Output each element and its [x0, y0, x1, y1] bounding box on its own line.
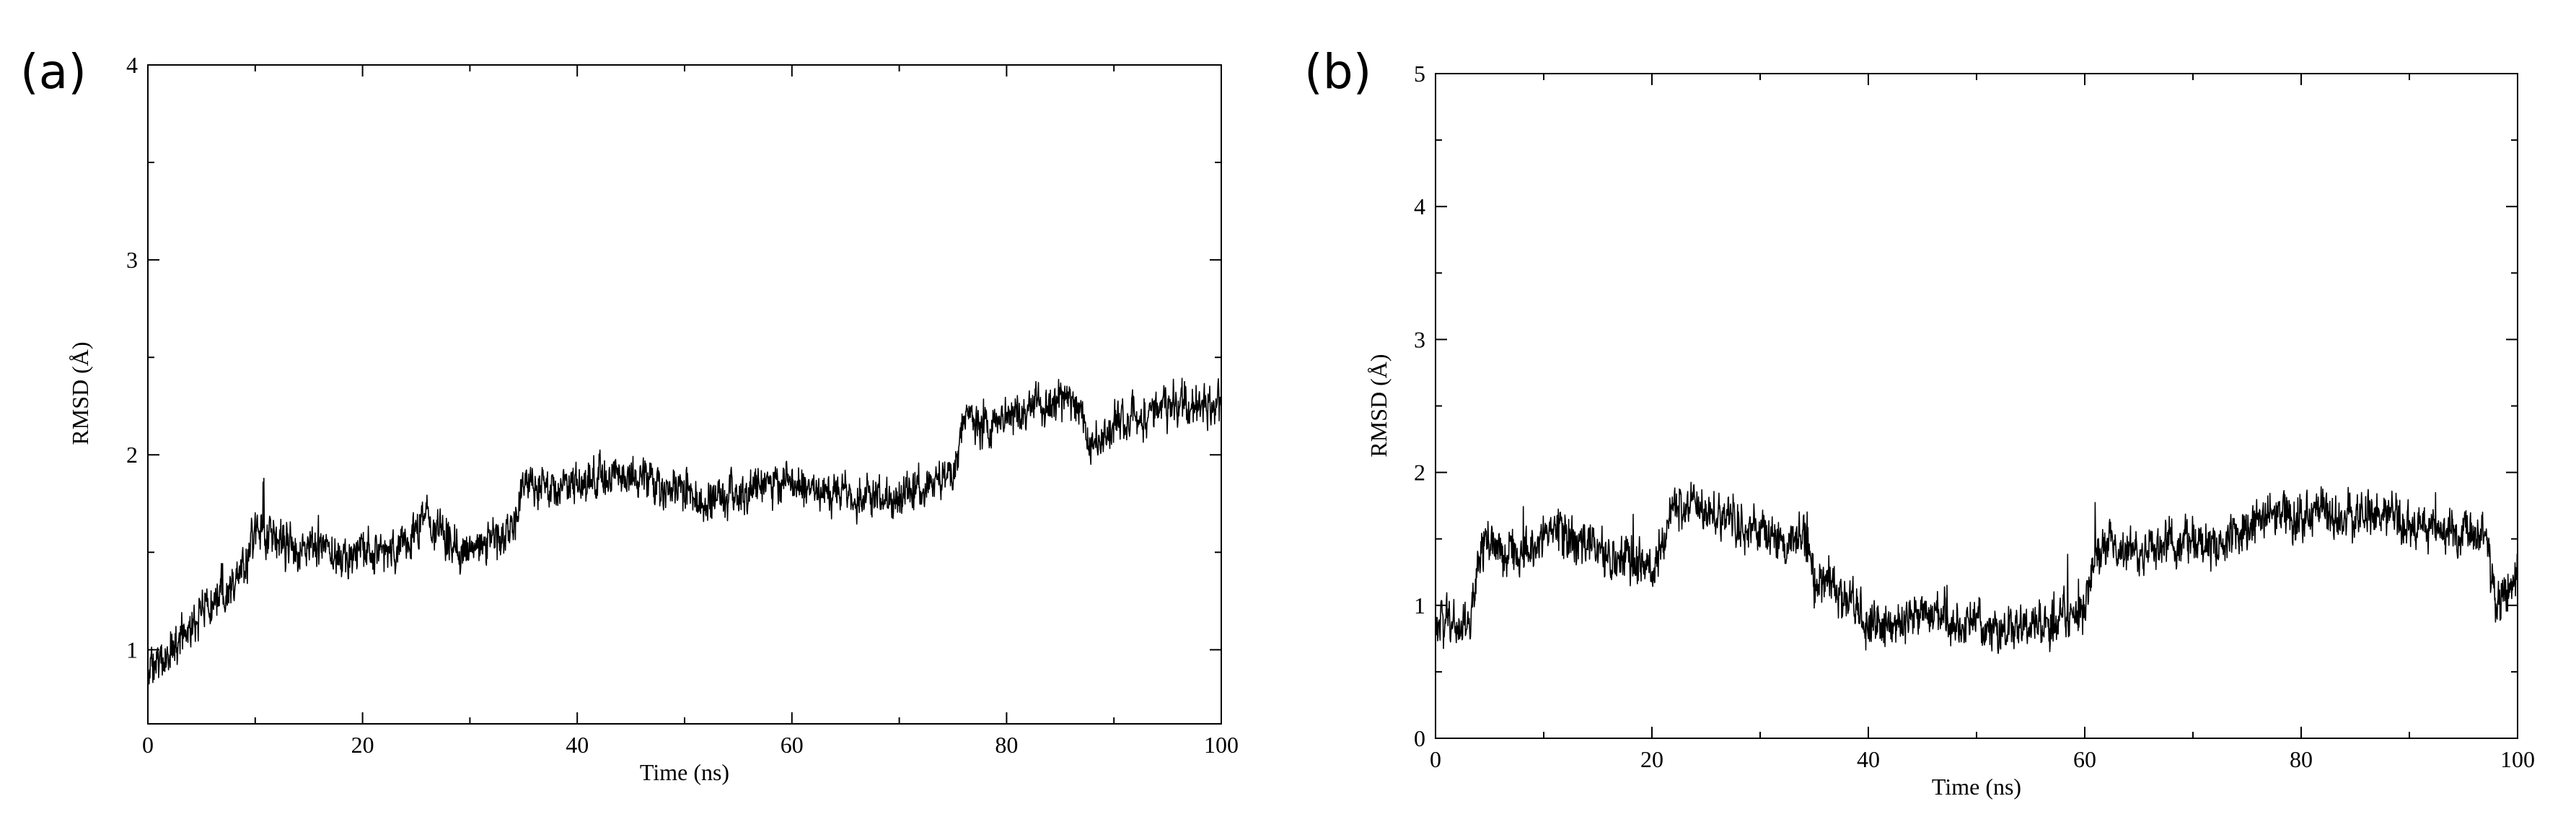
x-tick-label: 80: [2290, 746, 2313, 772]
x-axis-title: Time (ns): [1932, 774, 2021, 800]
y-tick-label: 3: [1414, 326, 1425, 352]
x-tick-label: 60: [2073, 746, 2096, 772]
rmsd-series-line: [148, 377, 1221, 685]
y-tick-label: 2: [126, 442, 138, 468]
x-tick-label: 20: [1640, 746, 1663, 772]
y-axis-title: RMSD (Å): [1366, 354, 1392, 457]
x-tick-label: 100: [1204, 732, 1239, 758]
y-tick-label: 2: [1414, 460, 1425, 486]
rmsd-series-line: [1436, 481, 2518, 655]
panel-label: (a): [20, 44, 87, 100]
y-tick-label: 1: [1414, 593, 1425, 618]
x-tick-label: 40: [1857, 746, 1880, 772]
y-tick-label: 3: [126, 247, 138, 273]
y-tick-label: 4: [126, 52, 138, 78]
y-tick-label: 1: [126, 637, 138, 663]
x-tick-label: 60: [781, 732, 804, 758]
x-tick-label: 0: [1430, 746, 1441, 772]
y-axis-title: RMSD (Å): [67, 341, 93, 445]
x-axis-title: Time (ns): [640, 759, 729, 785]
y-tick-label: 0: [1414, 725, 1425, 751]
x-tick-label: 0: [142, 732, 154, 758]
x-tick-label: 80: [995, 732, 1018, 758]
x-tick-label: 20: [351, 732, 374, 758]
chart-panel-a: 0 20 40 60 80 100 1 2 3 4 Time (ns) RMSD (Å) (a): [20, 44, 1239, 785]
panel-label: (b): [1304, 44, 1371, 100]
plot-frame: [1435, 73, 2518, 739]
x-tick-label: 40: [566, 732, 589, 758]
y-tick-label: 5: [1414, 61, 1425, 87]
y-tick-label: 4: [1414, 193, 1425, 219]
x-tick-label: 100: [2500, 746, 2535, 772]
chart-panel-b: 0 20 40 60 80 100 0 1 2 3 4 5 Time (ns) RMSD (Å) (b): [1304, 44, 2535, 800]
